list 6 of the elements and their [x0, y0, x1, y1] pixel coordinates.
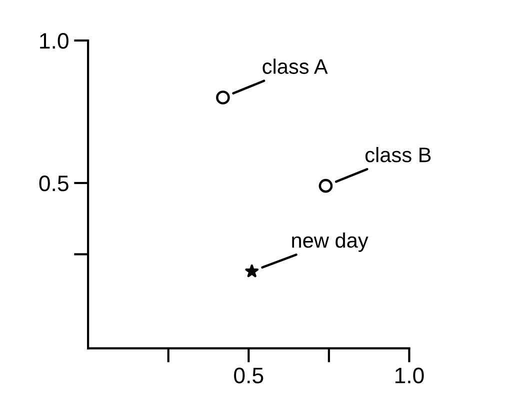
- point: [318, 178, 333, 193]
- series-label: class B: [365, 146, 431, 162]
- series-label: class A: [262, 58, 328, 74]
- series-label: new day: [292, 232, 368, 252]
- point: [216, 90, 230, 104]
- point: [245, 264, 258, 278]
